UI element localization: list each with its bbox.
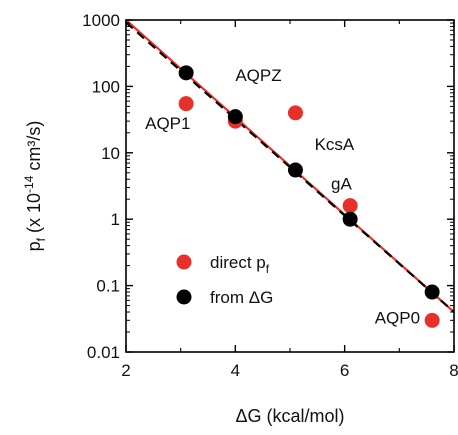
legend-marker-1 [176,254,192,270]
x-tick-label: 8 [449,361,458,380]
y-tick-label: 1 [111,210,120,229]
data-point-series-1 [287,105,303,121]
legend-label-2: from ΔG [210,288,273,307]
legend-label-main: from ΔG [210,288,273,307]
annotation-aqpz: AQPZ [235,66,281,85]
annotation-aqp1: AQP1 [145,114,190,133]
y-axis-title-main: p [24,241,44,251]
y-axis-title-sub: f [34,237,48,241]
annotation-aqp0: AQP0 [375,308,420,327]
plot-frame [125,19,455,353]
legend-marker-2 [176,289,192,305]
y-tick-label: 0.01 [87,343,120,362]
annotation-kcsa: KcsA [315,135,355,154]
y-tick-label: 100 [92,77,120,96]
data-point-series-2 [424,284,440,300]
data-point-series-1 [178,96,194,112]
annotations: AQP1 AQPZ KcsA gA AQP0 [145,66,420,327]
data-point-series-1 [342,198,358,214]
data-point-series-2 [342,211,358,227]
x-tick-label: 4 [231,361,240,380]
x-axis-title: ΔG (kcal/mol) [235,406,344,426]
y-axis-title: pf (x 10-14 cm³/s) [22,121,48,252]
y-axis-title-rest: (x 10 [24,193,44,238]
annotation-ga: gA [331,175,352,194]
legend-label-1: direct pf [210,253,270,276]
y-tick-label: 10 [101,144,120,163]
x-tick-label: 6 [340,361,349,380]
y-axis-title-exp: -14 [22,175,36,193]
data-point-series-2 [287,162,303,178]
legend-label-main: direct p [210,253,266,272]
x-tick-label: 2 [121,361,130,380]
legend: direct pf from ΔG [176,253,273,307]
y-tick-label: 1000 [82,11,120,30]
data-point-series-2 [178,65,194,81]
data-point-series-2 [227,109,243,125]
y-axis-title-unit: cm³/s) [24,121,44,176]
data-point-series-1 [424,312,440,328]
data-points [178,65,440,328]
axis-ticks: 2 4 6 8 0.01 0.1 1 10 100 1000 [82,11,458,380]
legend-label-sub: f [266,262,270,276]
y-tick-label: 0.1 [96,277,120,296]
